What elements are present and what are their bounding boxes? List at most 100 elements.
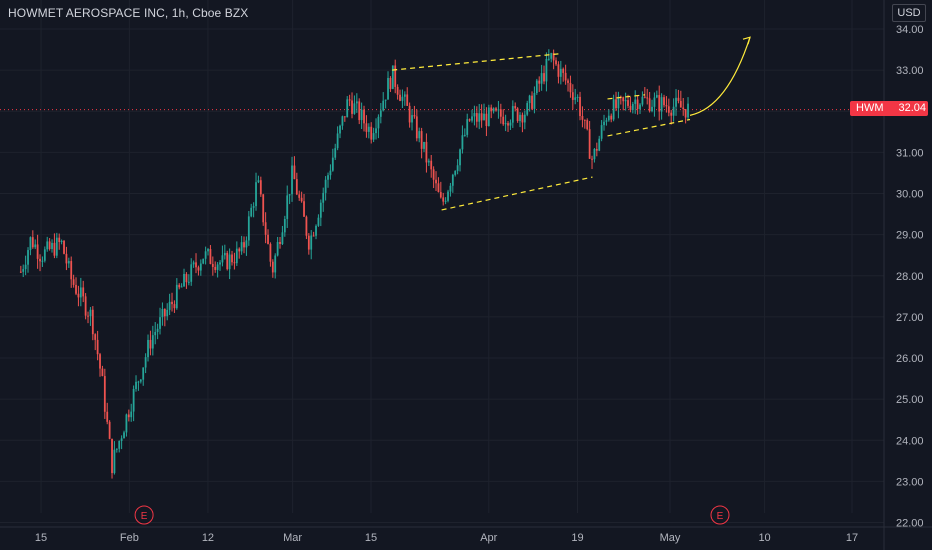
candle-body	[53, 242, 56, 256]
candle-body	[375, 128, 377, 134]
candle-body	[511, 106, 514, 123]
candle-body	[276, 242, 279, 256]
candle-body	[360, 109, 363, 121]
candle-body	[113, 449, 116, 474]
candle-body	[420, 131, 423, 149]
candle-body	[322, 192, 325, 203]
candle-body	[435, 179, 437, 184]
candle-body	[502, 116, 505, 125]
candle-body	[247, 216, 250, 241]
candle-body	[274, 255, 277, 273]
candle-body	[399, 94, 401, 101]
candle-body	[466, 119, 469, 135]
candle-body	[283, 218, 286, 233]
candle-body	[67, 261, 70, 264]
candle-body	[507, 123, 509, 126]
candle-body	[675, 97, 677, 107]
candle-body	[615, 99, 617, 109]
candle-body	[87, 315, 89, 317]
y-tick-label: 28.00	[896, 271, 924, 283]
candle-body	[394, 65, 397, 87]
candle-body	[519, 114, 521, 122]
candle-body	[142, 367, 145, 380]
candle-body	[651, 106, 653, 112]
earnings-marker-label: E	[717, 511, 724, 522]
candle-body	[120, 438, 123, 441]
candle-body	[432, 169, 435, 180]
candle-body	[79, 287, 82, 298]
candle-body	[235, 248, 238, 264]
candle-body	[149, 339, 152, 349]
candle-body	[132, 388, 135, 412]
earnings-marker	[710, 505, 730, 525]
candle-body	[583, 119, 586, 121]
candle-body	[550, 53, 553, 59]
candle-body	[36, 244, 39, 259]
candle-body	[557, 64, 560, 77]
candle-body	[216, 264, 219, 270]
candle-body	[84, 296, 87, 316]
candle-body	[559, 68, 562, 77]
earnings-marker-label: E	[141, 511, 148, 522]
candle-body	[379, 110, 382, 117]
candle-body	[471, 116, 473, 121]
candle-body	[310, 235, 313, 250]
candle-body	[156, 328, 159, 332]
candle-body	[293, 165, 296, 180]
currency-label[interactable]: USD	[892, 4, 926, 22]
candle-body	[99, 354, 101, 369]
candle-body	[475, 113, 478, 122]
candle-body	[346, 99, 349, 118]
candle-body	[653, 97, 656, 107]
candle-body	[655, 95, 658, 98]
candle-body	[101, 368, 104, 377]
candle-body	[94, 334, 97, 340]
x-tick-label: Feb	[120, 532, 139, 544]
candle-body	[329, 170, 332, 176]
candle-body	[593, 149, 596, 160]
candle-body	[430, 160, 433, 170]
candle-body	[411, 115, 413, 123]
candle-body	[209, 249, 212, 264]
candle-body	[627, 100, 629, 106]
candle-body	[137, 381, 140, 383]
candle-body	[492, 108, 495, 112]
candle-body	[231, 254, 233, 263]
candle-body	[415, 116, 418, 139]
candle-body	[166, 309, 169, 317]
candle-body	[192, 262, 195, 265]
candle-body	[295, 179, 298, 195]
candle-body	[250, 207, 253, 217]
candle-body	[509, 122, 512, 126]
candle-body	[144, 357, 147, 368]
candle-body	[178, 284, 181, 288]
candle-body	[595, 149, 598, 151]
candle-body	[454, 170, 457, 175]
candle-body	[610, 115, 613, 120]
candle-body	[43, 249, 46, 261]
candle-body	[259, 180, 262, 195]
candle-body	[495, 108, 497, 111]
candle-body	[389, 77, 392, 89]
candle-body	[670, 112, 673, 116]
candle-body	[516, 108, 519, 122]
candle-body	[547, 58, 550, 60]
candle-body	[646, 97, 649, 99]
candle-body	[343, 116, 346, 118]
candle-body	[89, 309, 92, 317]
candle-body	[319, 202, 322, 218]
candle-body	[298, 194, 301, 198]
candle-body	[384, 99, 387, 101]
candle-body	[667, 106, 670, 113]
candle-body	[171, 301, 173, 305]
y-tick-label: 25.00	[896, 394, 924, 406]
candle-body	[175, 284, 178, 309]
candle-body	[528, 95, 531, 104]
candle-body	[538, 80, 541, 84]
candle-body	[564, 72, 567, 81]
candle-body	[514, 106, 517, 109]
x-tick-label: 15	[365, 532, 377, 544]
candle-body	[327, 175, 329, 180]
last-price-tag: HWM 32.04	[850, 101, 928, 116]
